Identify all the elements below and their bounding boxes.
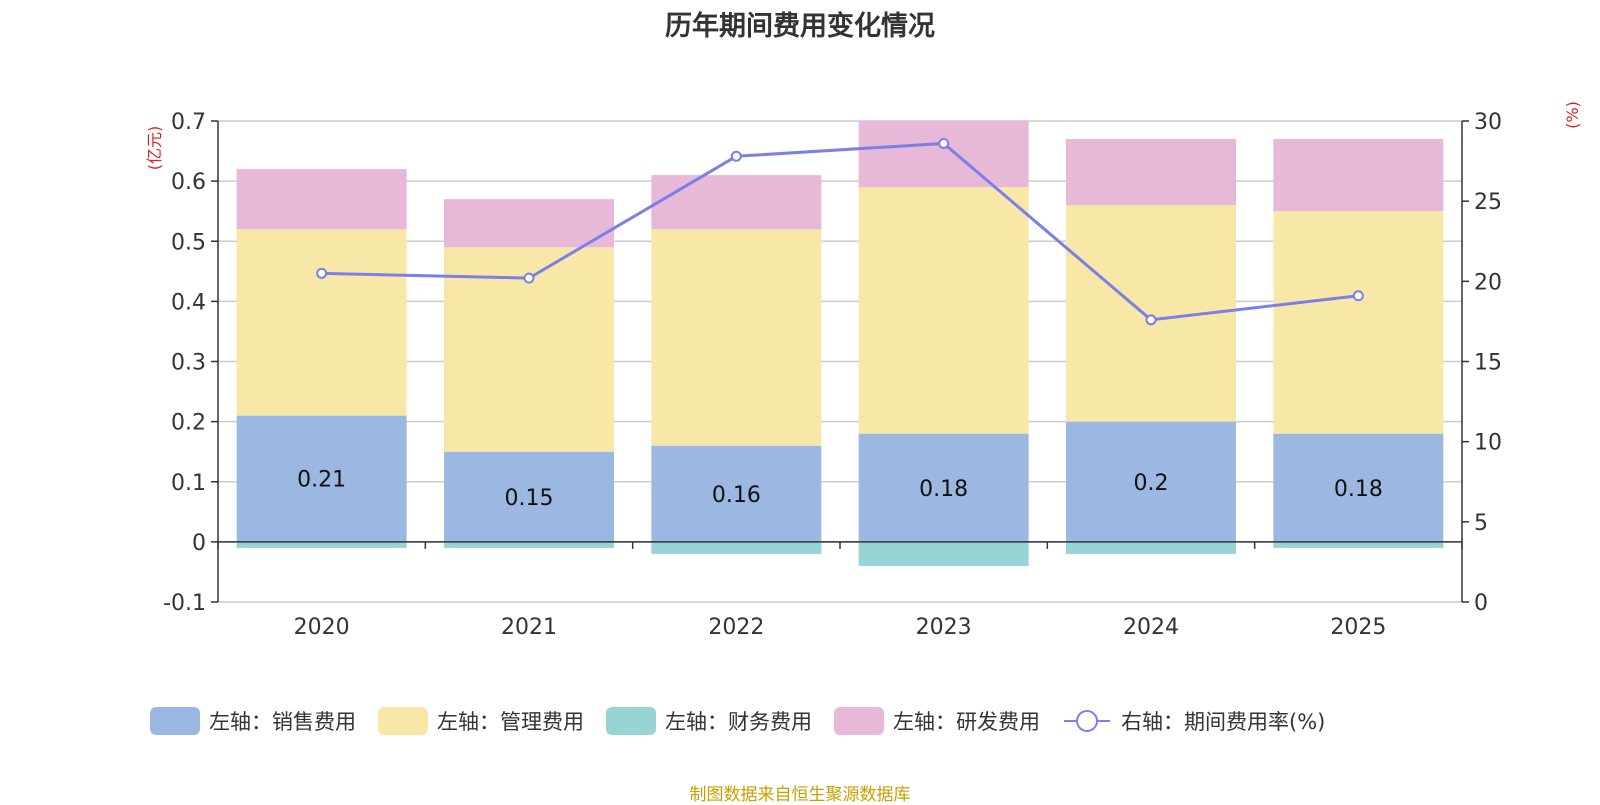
legend-swatch-rnd [834,707,884,735]
x-axis-category-label: 2021 [501,615,557,640]
legend-label-sales: 左轴：销售费用 [209,710,356,734]
bar-series2-2023[interactable] [858,541,1029,566]
legend-line-rate-icon [1064,710,1110,732]
bar-series1-2025[interactable] [1273,211,1444,434]
legend-item-admin[interactable]: 左轴：管理费用 [378,706,584,736]
left-axis-unit-label: (亿元) [145,126,164,171]
data-label-sales-2024: 0.2 [1134,471,1169,496]
x-axis-category-label: 2024 [1123,615,1179,640]
right-axis-tick-label: 15 [1474,351,1502,376]
rate-point-2025[interactable] [1352,290,1364,302]
right-axis-tick-label: 20 [1474,270,1502,295]
legend-label-finance: 左轴：财务费用 [665,710,812,734]
data-label-sales-2023: 0.18 [919,477,968,502]
legend-label-rnd: 左轴：研发费用 [893,710,1040,734]
bar-series0-2025[interactable] [1273,433,1444,542]
bar-series1-2020[interactable] [236,229,407,416]
legend-swatch-sales [150,707,200,735]
bar-series3-2024[interactable] [1066,139,1236,206]
right-axis-tick-label: 30 [1474,110,1502,135]
bar-series3-2025[interactable] [1273,139,1444,212]
x-axis-category-label: 2022 [708,615,764,640]
left-axis-tick-label: 0.4 [171,290,206,315]
legend-swatch-admin [378,707,428,735]
bar-series2-2021[interactable] [444,541,614,548]
right-axis-unit-label: (%) [1563,101,1582,129]
left-axis-tick-label: 0.1 [171,471,206,496]
bar-series2-2025[interactable] [1273,541,1444,548]
left-axis-tick-label: 0.2 [171,411,206,436]
left-axis-tick-label: 0.7 [171,110,206,135]
left-axis-tick-label: -0.1 [163,591,206,616]
bar-series3-2020[interactable] [236,169,407,230]
legend: 左轴：销售费用 左轴：管理费用 左轴：财务费用 左轴：研发费用 右轴：期间费用率… [150,706,1347,736]
legend-item-finance[interactable]: 左轴：财务费用 [606,706,812,736]
bar-series1-2023[interactable] [858,187,1029,434]
bar-series3-2021[interactable] [444,199,614,248]
right-axis-tick-label: 0 [1474,591,1488,616]
left-axis-tick-label: 0.6 [171,170,206,195]
left-axis-tick-label: 0.3 [171,351,206,376]
bar-series0-2023[interactable] [858,433,1029,542]
legend-swatch-finance [606,707,656,735]
legend-label-rate: 右轴：期间费用率(%) [1121,710,1326,734]
rate-point-2021[interactable] [523,272,535,284]
data-label-sales-2025: 0.18 [1334,477,1383,502]
legend-item-rate[interactable]: 右轴：期间费用率(%) [1062,706,1325,736]
bar-series0-2021[interactable] [444,451,614,542]
rate-point-2023[interactable] [938,137,950,149]
bar-series0-2020[interactable] [236,415,407,542]
bar-series2-2020[interactable] [236,541,407,548]
data-labels: 0.21 0.15 0.16 0.18 0.2 0.18 [297,468,1383,511]
left-axis-tick-label: 0.5 [171,230,206,255]
data-label-sales-2021: 0.15 [505,486,554,511]
bar-series3-2022[interactable] [651,175,822,230]
x-axis-category-label: 2025 [1330,615,1386,640]
bar-series1-2022[interactable] [651,229,822,446]
axes: -0.100.10.20.30.40.50.60.7051015202530(亿… [145,101,1582,640]
chart-title: 历年期间费用变化情况 [665,11,935,42]
right-axis-tick-label: 10 [1474,431,1502,456]
x-axis-category-label: 2023 [916,615,972,640]
bar-series3-2023[interactable] [858,121,1029,188]
bar-series0-2024[interactable] [1066,421,1236,542]
rate-line-path [321,141,1359,322]
x-axis-category-label: 2020 [294,615,350,640]
rate-point-2024[interactable] [1145,314,1157,326]
rate-line-series [316,137,1364,326]
rate-point-2020[interactable] [316,267,328,279]
legend-item-sales[interactable]: 左轴：销售费用 [150,706,356,736]
legend-label-admin: 左轴：管理费用 [437,710,584,734]
bar-series0-2022[interactable] [651,445,822,542]
legend-item-rnd[interactable]: 左轴：研发费用 [834,706,1040,736]
bar-series [236,121,1444,566]
data-label-sales-2022: 0.16 [712,483,761,508]
bar-series2-2022[interactable] [651,541,822,554]
left-axis-tick-label: 0 [192,531,206,556]
right-axis-tick-label: 25 [1474,190,1502,215]
data-label-sales-2020: 0.21 [297,468,346,493]
source-note: 制图数据来自恒生聚源数据库 [689,785,911,805]
rate-point-2022[interactable] [730,150,742,162]
right-axis-tick-label: 5 [1474,511,1488,536]
bar-series2-2024[interactable] [1066,541,1236,554]
